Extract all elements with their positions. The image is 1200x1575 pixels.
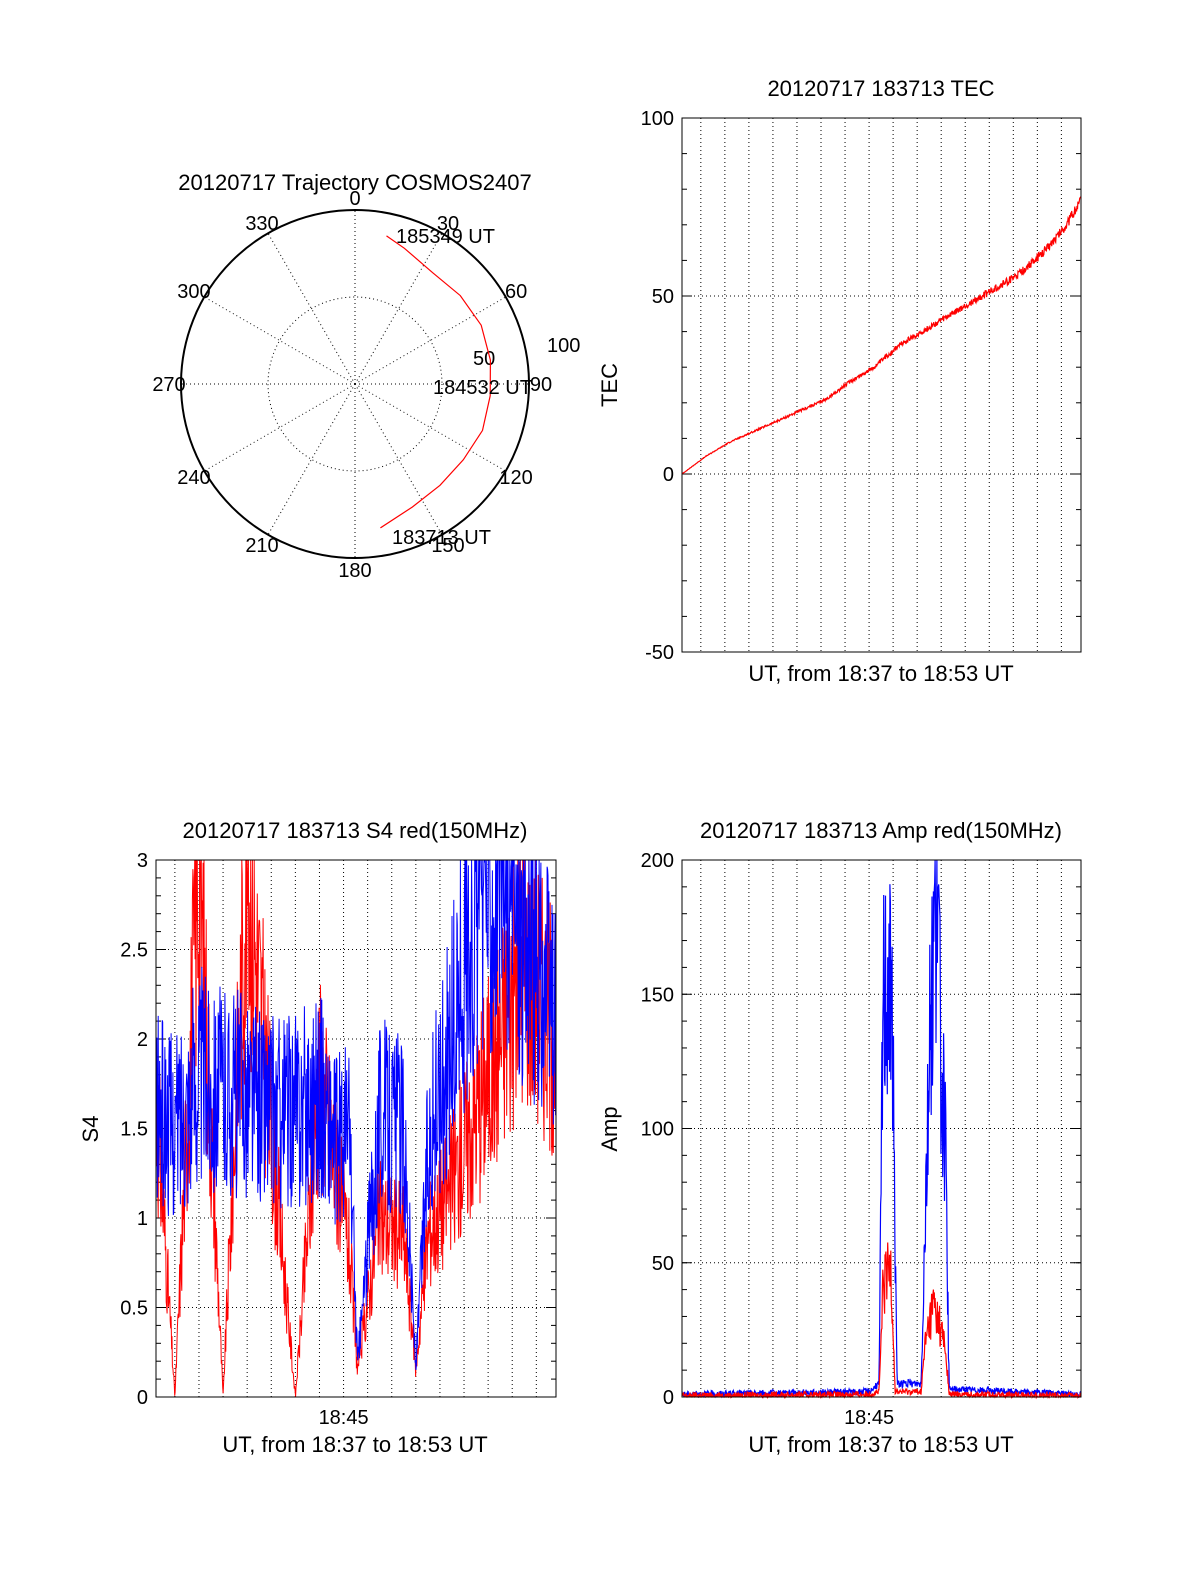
polar-grid-spoke (354, 383, 506, 472)
polar-outer-circle (180, 209, 530, 559)
tec-y-ticks: 100 50 0 -50 (641, 108, 674, 664)
amp-y-axis-label: Amp (597, 1106, 622, 1151)
tec-y-axis-label: TEC (597, 363, 622, 407)
tec-plot-frame (681, 117, 1082, 653)
amp-plot-frame (681, 859, 1082, 1398)
tec-panel: 20120717 183713 TEC 100 50 0 -50 TEC UT, fr… (597, 76, 1082, 686)
y-tick-label: 0 (663, 464, 674, 486)
s4-x-tick-label: 18:45 (319, 1407, 369, 1429)
s4-x-axis-label: UT, from 18:37 to 18:53 UT (222, 1432, 487, 1457)
y-tick-label: 100 (641, 108, 674, 130)
s4-y-ticks: 3 2.5 2 1.5 1 0.5 0 (120, 850, 148, 1409)
amp-y-ticks: 200 150 100 50 0 (641, 850, 674, 1409)
polar-angle-tick-label: 90 (530, 374, 552, 396)
polar-angle-tick-label: 0 (349, 188, 360, 210)
amp-x-axis-label: UT, from 18:37 to 18:53 UT (748, 1432, 1013, 1457)
polar-grid-spoke (204, 296, 356, 385)
radial-tick-label: 100 (547, 335, 580, 357)
tec-x-axis-label: UT, from 18:37 to 18:53 UT (748, 661, 1013, 686)
polar-grid-spoke (354, 296, 506, 385)
polar-grid (181, 210, 529, 558)
polar-grid-spoke (267, 383, 356, 535)
y-tick-label: 0.5 (120, 1298, 148, 1320)
y-tick-label: 50 (652, 286, 674, 308)
polar-angle-tick-label: 270 (152, 374, 185, 396)
trajectory-mid-label: 184532 UT (433, 377, 532, 399)
polar-angle-labels: 0 30 60 90 120 150 180 210 240 270 300 330 (152, 188, 552, 582)
s4-y-axis-label: S4 (78, 1116, 103, 1143)
y-tick-label: 150 (641, 984, 674, 1006)
polar-grid-spoke (204, 383, 356, 472)
amp-title: 20120717 183713 Amp red(150MHz) (700, 818, 1062, 843)
y-tick-label: 0 (137, 1387, 148, 1409)
polar-angle-tick-label: 60 (505, 281, 527, 303)
y-tick-label: -50 (645, 642, 674, 664)
polar-angle-tick-label: 180 (338, 560, 371, 582)
tec-series-line (681, 196, 1082, 475)
tec-grid (682, 117, 1081, 653)
s4-panel: 20120717 183713 S4 red(150MHz) 3 2.5 2 1.5 1… (78, 818, 557, 1457)
y-tick-label: 0 (663, 1387, 674, 1409)
tec-title: 20120717 183713 TEC (767, 76, 994, 101)
polar-angle-tick-label: 300 (177, 281, 210, 303)
amp-panel: 20120717 183713 Amp red(150MHz) 200 150 10… (597, 818, 1082, 1457)
polar-angle-tick-label: 120 (499, 467, 532, 489)
y-tick-label: 100 (641, 1119, 674, 1141)
s4-blue-series-line (155, 859, 557, 1371)
polar-angle-tick-label: 240 (177, 467, 210, 489)
y-tick-label: 3 (137, 850, 148, 872)
y-tick-label: 200 (641, 850, 674, 872)
s4-plot-frame (155, 859, 557, 1398)
y-tick-label: 50 (652, 1253, 674, 1275)
polar-angle-tick-label: 30 (437, 213, 459, 235)
trajectory-line (380, 235, 492, 529)
trajectory-end-label: 185349 UT (396, 226, 495, 248)
radial-tick-label: 50 (473, 348, 495, 370)
y-tick-label: 1 (137, 1208, 148, 1230)
polar-grid-spoke (354, 383, 443, 535)
polar-angle-tick-label: 330 (245, 213, 278, 235)
y-tick-label: 2.5 (120, 940, 148, 962)
polar-grid-spoke (267, 233, 356, 385)
s4-title: 20120717 183713 S4 red(150MHz) (183, 818, 528, 843)
y-tick-label: 2 (137, 1029, 148, 1051)
polar-grid-ring (267, 296, 443, 472)
trajectory-start-label: 183713 UT (392, 527, 491, 549)
polar-grid-spoke (354, 233, 443, 385)
trajectory-title: 20120717 Trajectory COSMOS2407 (178, 170, 531, 195)
amp-x-tick-label: 18:45 (844, 1407, 894, 1429)
polar-angle-tick-label: 150 (431, 535, 464, 557)
y-tick-label: 1.5 (120, 1119, 148, 1141)
amp-red-series-line (681, 1242, 1082, 1400)
polar-angle-tick-label: 210 (245, 535, 278, 557)
trajectory-panel: 20120717 Trajectory COSMOS2407 0 30 60 90 12… (152, 170, 580, 582)
